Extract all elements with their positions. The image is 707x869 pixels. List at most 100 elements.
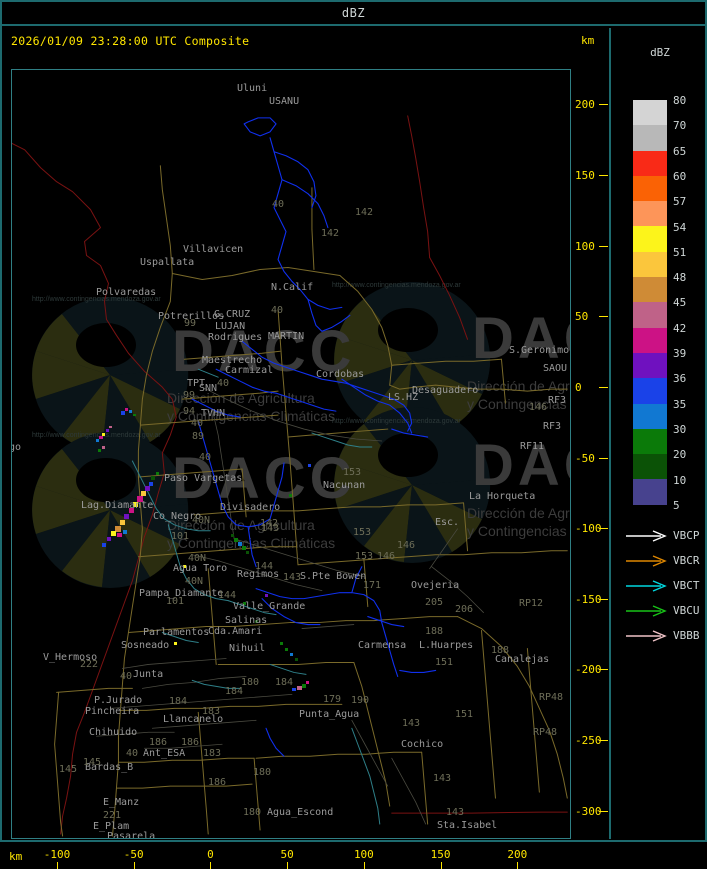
radar-echo-pixel <box>302 684 306 688</box>
radar-echo-pixel <box>117 533 122 537</box>
route-number-label: RP48 <box>539 692 564 703</box>
color-scale-tick-label: 36 <box>673 372 687 386</box>
watermark-line1: Dirección de Agricultura <box>467 505 570 521</box>
route-number-label: 190 <box>351 695 370 706</box>
vector-legend: VBCP VBCR VBCT VBCU VBBB <box>625 523 705 648</box>
y-axis-tick-label: 150 <box>575 168 595 182</box>
x-axis-tick-mark <box>363 862 365 869</box>
route-number-label: 143 <box>261 523 280 534</box>
place-label: Cda.Amari <box>208 626 263 637</box>
radar-echo-pixel <box>106 429 109 432</box>
place-label: Desaguadero <box>412 385 479 396</box>
radar-plot-area[interactable]: DACC DACC DACC DACC Dirección de Agricul… <box>11 69 571 839</box>
watermark-logo-text: DACC <box>172 446 356 511</box>
route-number-label: 40N <box>188 553 207 564</box>
place-label: S.Pte Bowen <box>300 571 367 582</box>
place-label: Polvaredas <box>96 287 157 298</box>
place-label: L.Huarpes <box>419 640 474 651</box>
place-label: Sosneado <box>121 640 170 651</box>
timestamp-label: 2026/01/09 23:28:00 UTC Composite <box>11 34 250 48</box>
map-panel: 2026/01/09 23:28:00 UTC Composite km km <box>3 28 611 869</box>
place-label: Llancanelo <box>163 714 224 725</box>
place-label: Pasarela <box>107 831 156 839</box>
y-axis-tick-mark <box>599 528 608 530</box>
route-number-label: 151 <box>455 709 474 720</box>
radar-echo-pixel <box>183 565 186 568</box>
radar-echo-pixel <box>102 433 105 436</box>
route-number-label: 221 <box>103 810 122 821</box>
radar-echo-pixel <box>133 502 138 507</box>
radar-echo-pixel <box>115 526 121 532</box>
radar-echo-pixel <box>129 410 132 413</box>
route-number-label: 143 <box>283 572 302 583</box>
route-number-label: RP48 <box>533 727 558 738</box>
x-axis-tick-mark <box>517 862 519 869</box>
route-number-label: 153 <box>353 527 372 538</box>
color-scale-tick-label: 60 <box>673 169 687 183</box>
y-axis-tick-label: -250 <box>575 734 602 748</box>
route-number-label: 171 <box>363 580 382 591</box>
color-scale-segment <box>633 150 667 176</box>
place-label: Lag.Diamante <box>81 500 154 511</box>
route-number-label: 153 <box>355 551 374 562</box>
route-number-label: 186 <box>208 777 227 788</box>
route-number-label: 99 <box>184 318 197 329</box>
watermark-line2: y Contingencias Climáticas <box>467 523 570 539</box>
place-label: N.Calif <box>271 282 314 293</box>
place-label: Valle_Grande <box>233 601 306 612</box>
x-axis-tick-mark <box>440 862 442 869</box>
color-scale-segment <box>633 175 667 202</box>
watermark-url: http://www.contingencias.mendoza.gov.ar <box>332 282 461 289</box>
place-label: TVHN <box>201 408 226 419</box>
place-label: Bardas_B <box>85 762 134 773</box>
color-scale-tick-label: 10 <box>673 473 687 487</box>
y-axis-tick-mark <box>599 174 608 176</box>
place-label: Parlamentos <box>143 627 210 638</box>
x-axis-tick-mark <box>210 862 212 869</box>
x-axis-tick-mark <box>287 862 289 869</box>
radar-echo-pixel <box>99 436 103 439</box>
route-number-label: 184 <box>169 696 188 707</box>
color-scale-tick-label: 30 <box>673 422 687 436</box>
route-number-label: 40 <box>217 378 230 389</box>
y-axis-tick-label: -50 <box>575 451 595 465</box>
route-label-layer: 40 142 142 40 99 40 99 94 40 89 40 146 153 142 40N 101 1… <box>12 70 570 838</box>
color-scale-segment <box>633 201 667 227</box>
x-axis-tick-label: -100 <box>43 848 71 861</box>
place-label: Rodrigues <box>208 332 263 343</box>
x-axis-tick-mark <box>57 862 59 869</box>
radar-echo-pixel <box>120 520 125 525</box>
place-label: RF11 <box>520 441 545 452</box>
radar-echo-pixel <box>133 414 136 416</box>
place-label: Esc. <box>435 517 460 528</box>
color-scale-tick-label: 35 <box>673 397 687 411</box>
y-axis-tick-label: 50 <box>575 310 589 324</box>
route-number-label: 142 <box>355 207 374 218</box>
color-scale-segment <box>633 302 667 328</box>
y-axis-tick-mark <box>599 457 608 459</box>
place-label: Divisadero <box>220 502 281 513</box>
color-scale-segment <box>633 428 667 455</box>
radar-echo-pixel <box>265 594 268 597</box>
vector-legend-label: VBCT <box>673 579 700 592</box>
color-scale-segment <box>633 454 667 480</box>
color-scale-tick-label: 70 <box>673 119 687 133</box>
place-label: Chihuido <box>89 727 138 738</box>
radar-echo-pixel <box>141 491 146 496</box>
route-number-label: 206 <box>455 604 474 615</box>
place-label: Junta <box>133 669 164 680</box>
place-label: Canalejas <box>495 654 550 665</box>
color-scale-bar <box>633 100 667 505</box>
color-scale-tick-label: 45 <box>673 296 687 310</box>
route-number-label: RP12 <box>519 598 544 609</box>
radar-echo-pixel <box>242 546 246 550</box>
x-axis-tick-mark <box>133 862 135 869</box>
place-label: SAOU <box>543 363 568 374</box>
place-label: Ovejeria <box>411 580 460 591</box>
radar-echo-pixel <box>280 642 283 645</box>
route-number-label: 146 <box>529 402 548 413</box>
vector-legend-label: VBCR <box>673 554 700 567</box>
route-number-label: 151 <box>435 657 454 668</box>
route-number-label: 146 <box>397 540 416 551</box>
